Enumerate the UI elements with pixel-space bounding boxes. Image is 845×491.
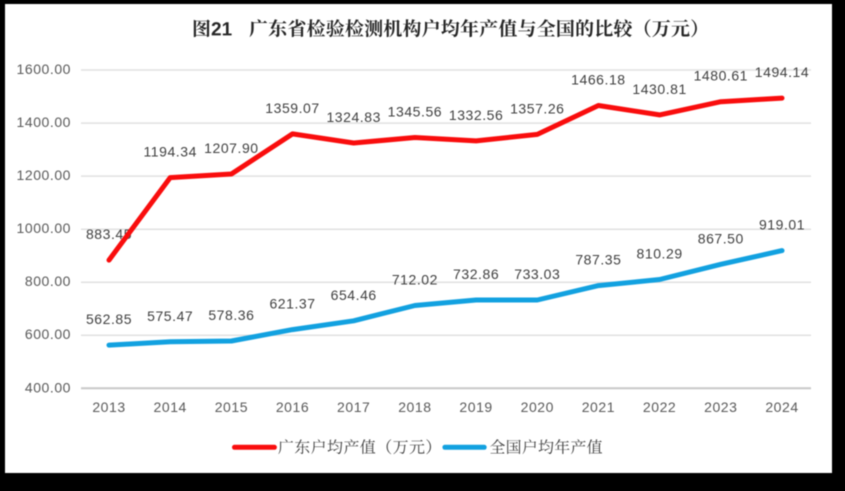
svg-text:2023: 2023	[704, 399, 737, 415]
svg-text:654.46: 654.46	[331, 287, 377, 303]
svg-text:1430.81: 1430.81	[632, 81, 686, 97]
svg-text:400.00: 400.00	[25, 379, 71, 395]
svg-text:733.03: 733.03	[514, 266, 560, 282]
svg-text:883.45: 883.45	[86, 226, 132, 242]
svg-text:867.50: 867.50	[698, 230, 744, 246]
svg-text:1600.00: 1600.00	[17, 61, 71, 77]
svg-text:621.37: 621.37	[269, 296, 315, 312]
svg-text:578.36: 578.36	[208, 307, 254, 323]
svg-text:1466.18: 1466.18	[571, 72, 625, 88]
svg-text:1200.00: 1200.00	[17, 167, 71, 183]
svg-text:2016: 2016	[276, 399, 309, 415]
svg-text:2022: 2022	[643, 399, 676, 415]
svg-text:1324.83: 1324.83	[326, 109, 380, 125]
svg-text:2015: 2015	[215, 399, 248, 415]
svg-text:810.29: 810.29	[637, 246, 683, 262]
svg-text:1480.61: 1480.61	[694, 68, 748, 84]
svg-text:712.02: 712.02	[392, 272, 438, 288]
svg-text:2013: 2013	[92, 399, 125, 415]
svg-text:1207.90: 1207.90	[204, 140, 258, 156]
svg-text:2024: 2024	[765, 399, 798, 415]
svg-text:1194.34: 1194.34	[143, 144, 196, 160]
svg-text:1000.00: 1000.00	[17, 220, 71, 236]
svg-text:1345.56: 1345.56	[388, 104, 442, 120]
svg-text:600.00: 600.00	[25, 326, 71, 342]
svg-text:575.47: 575.47	[147, 308, 193, 324]
svg-text:2018: 2018	[398, 399, 431, 415]
svg-text:562.85: 562.85	[86, 311, 132, 327]
svg-text:787.35: 787.35	[575, 252, 621, 268]
svg-text:2017: 2017	[337, 399, 370, 415]
svg-text:1332.56: 1332.56	[449, 107, 503, 123]
svg-text:1494.14: 1494.14	[755, 64, 809, 80]
svg-text:732.86: 732.86	[453, 266, 499, 282]
svg-text:2020: 2020	[521, 399, 554, 415]
svg-text:1400.00: 1400.00	[17, 114, 71, 130]
svg-text:2014: 2014	[154, 399, 187, 415]
svg-text:2019: 2019	[459, 399, 492, 415]
svg-text:1359.07: 1359.07	[265, 100, 319, 116]
svg-text:919.01: 919.01	[759, 217, 805, 233]
svg-text:2021: 2021	[582, 399, 615, 415]
svg-text:800.00: 800.00	[25, 273, 71, 289]
svg-text:1357.26: 1357.26	[510, 100, 564, 116]
